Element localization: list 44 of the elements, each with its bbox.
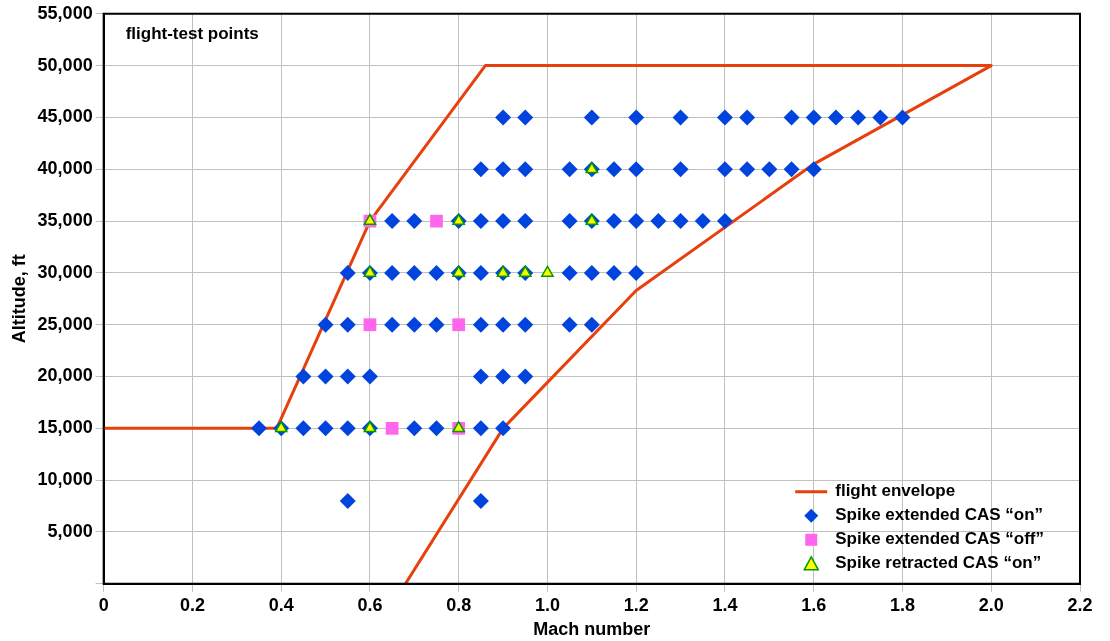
x-tick-label: 0.4 (268, 594, 294, 615)
x-tick-label: 0 (98, 594, 109, 615)
y-tick-label: 50,000 (37, 54, 93, 75)
x-tick-label: 1.2 (623, 594, 649, 615)
y-tick-label: 5,000 (47, 520, 93, 541)
legend-label: Spike extended CAS “on” (835, 505, 1044, 525)
point (496, 265, 510, 277)
x-tick-label: 1.8 (889, 594, 915, 615)
y-tick-label: 20,000 (37, 365, 93, 386)
point (541, 265, 554, 277)
x-tick-label: 0.8 (446, 594, 472, 615)
text: flight-test points (125, 23, 259, 43)
point (452, 265, 466, 277)
point (452, 318, 466, 332)
x-tick-label: 0.2 (179, 594, 205, 615)
point (430, 214, 443, 228)
point (363, 265, 377, 277)
point (518, 265, 532, 277)
y-tick-label: 15,000 (37, 417, 93, 438)
x-axis-title: Mach number (533, 619, 651, 640)
point (274, 421, 288, 433)
y-tick-label: 45,000 (37, 106, 93, 127)
x-tick-label: 1.6 (801, 594, 827, 615)
legend-label: Spike extended CAS “off” (835, 529, 1045, 549)
y-tick-label: 25,000 (37, 313, 93, 334)
point (363, 318, 377, 332)
x-tick-label: 1.0 (534, 594, 560, 615)
point (585, 213, 599, 226)
y-tick-label: 55,000 (37, 2, 93, 23)
x-tick-label: 2.0 (978, 594, 1004, 615)
y-axis-title: Altitude, ft (8, 254, 29, 344)
point (585, 162, 599, 174)
y-tick-label: 40,000 (37, 158, 93, 179)
y-tick-label: 35,000 (37, 210, 93, 231)
legend-label: Spike retracted CAS “on” (835, 553, 1042, 573)
point (363, 421, 377, 433)
y-tick-label: 10,000 (37, 469, 93, 490)
x-tick-label: 2.2 (1067, 594, 1093, 615)
point (452, 213, 466, 226)
point (385, 421, 399, 435)
legend-label: flight envelope (835, 481, 956, 501)
x-tick-label: 1.4 (712, 594, 738, 615)
x-tick-label: 0.6 (357, 594, 383, 615)
y-tick-label: 30,000 (37, 261, 93, 282)
